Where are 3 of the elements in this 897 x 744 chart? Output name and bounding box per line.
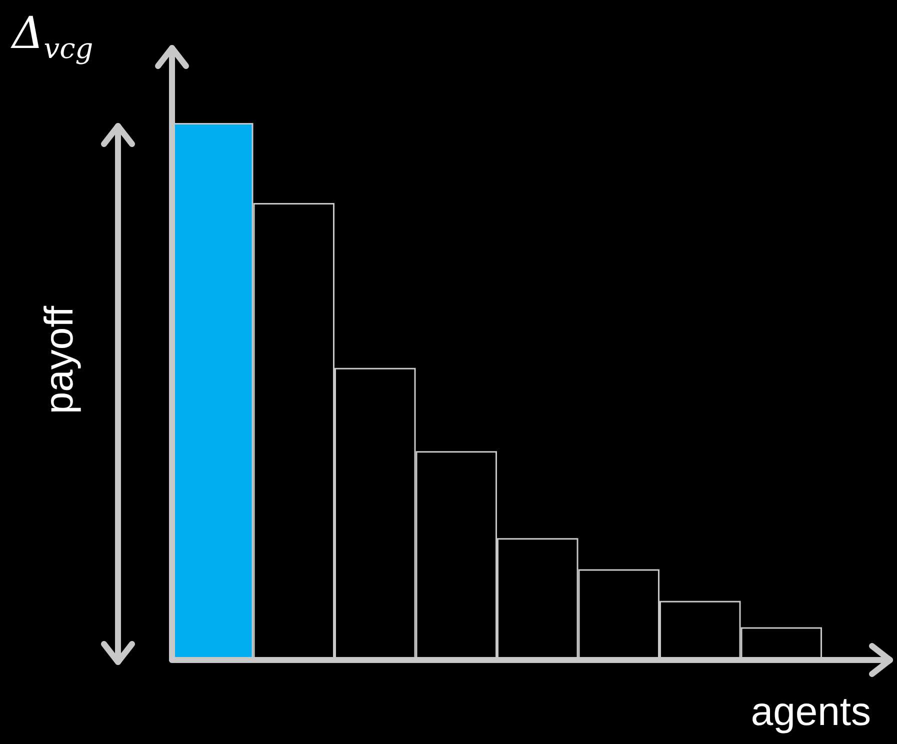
x-axis-title: agents bbox=[750, 690, 871, 735]
text: payoff bbox=[38, 306, 82, 414]
y-axis-title: Δ$_{vcg}$ bbox=[12, 8, 94, 65]
